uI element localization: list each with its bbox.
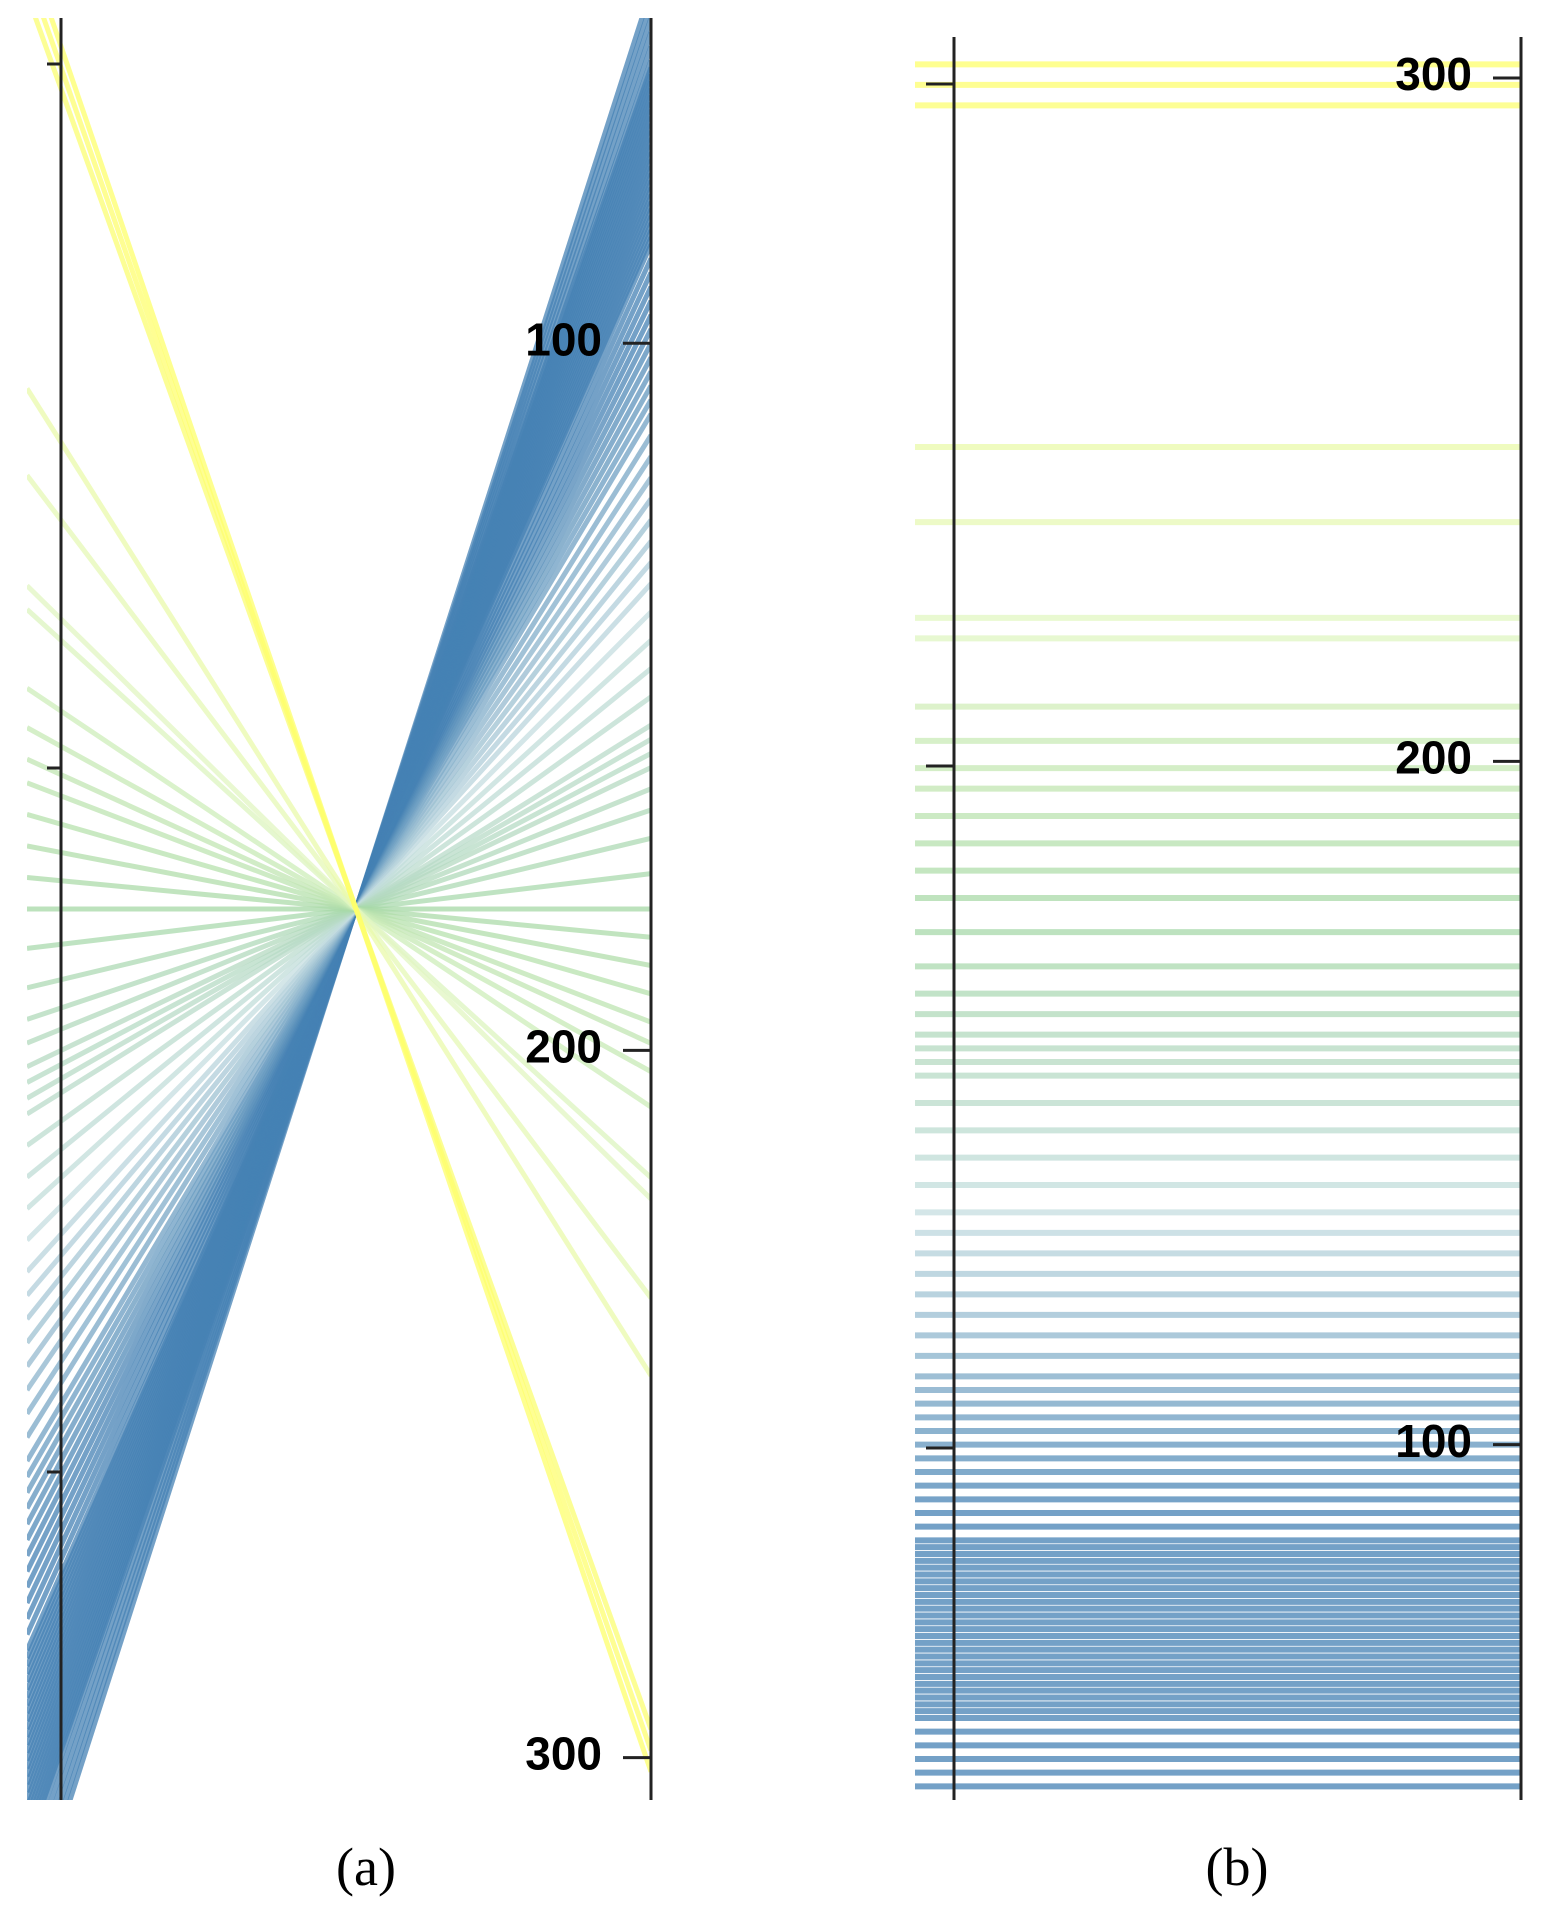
panel-a-lines bbox=[27, 18, 651, 1800]
caption: (b) bbox=[1206, 1837, 1269, 1897]
y-tick-label: 200 bbox=[1395, 731, 1472, 783]
y-tick-label: 100 bbox=[525, 313, 602, 365]
data-line bbox=[27, 387, 651, 1378]
y-tick-label: 100 bbox=[1395, 1415, 1472, 1467]
y-tick-label: 200 bbox=[525, 1021, 602, 1073]
panel-b-lines bbox=[915, 61, 1521, 1790]
y-tick-label: 300 bbox=[1395, 48, 1472, 100]
y-tick-label: 300 bbox=[525, 1728, 602, 1780]
data-line bbox=[27, 583, 651, 1201]
axes bbox=[47, 18, 1523, 1800]
data-line bbox=[27, 686, 651, 1110]
data-line bbox=[48, 18, 651, 1773]
caption: (a) bbox=[336, 1837, 396, 1897]
